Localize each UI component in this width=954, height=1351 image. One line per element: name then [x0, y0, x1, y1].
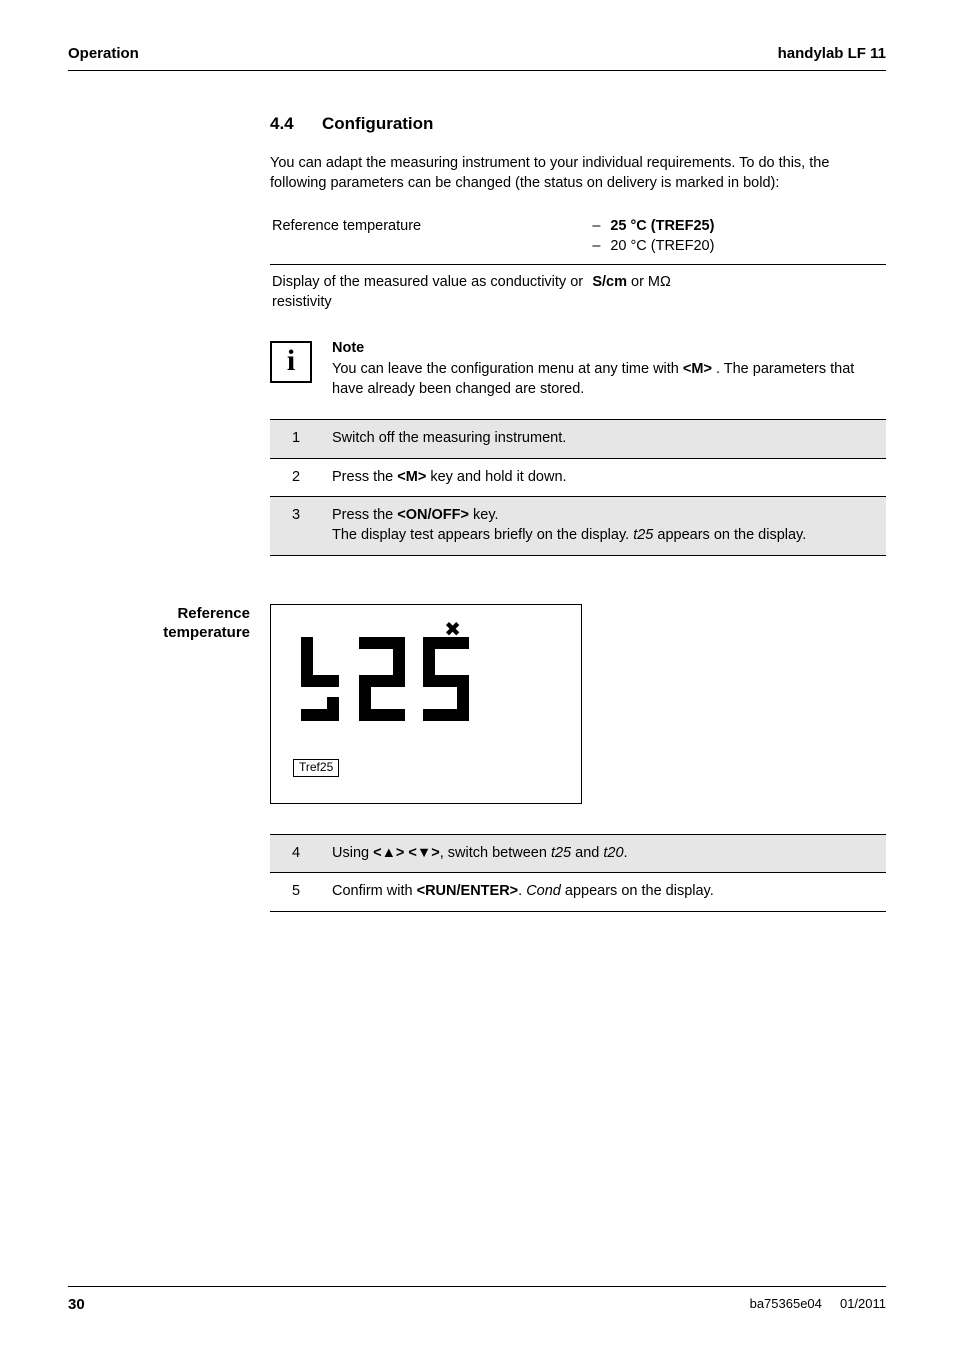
settings-icon: ✖ — [444, 617, 461, 644]
tref-badge: Tref25 — [293, 759, 339, 777]
note-heading: Note — [332, 339, 886, 359]
step-number: 5 — [270, 873, 322, 912]
table-row: Display of the measured value as conduct… — [270, 265, 886, 321]
table-row: 5 Confirm with <RUN/ENTER>. Cond appears… — [270, 873, 886, 912]
lcd-display: ✖ — [270, 604, 582, 804]
doc-id: ba75365e04 — [750, 1296, 822, 1311]
step-text: Switch off the measuring instrument. — [322, 420, 886, 459]
running-head-right: handylab LF 11 — [778, 44, 886, 64]
note-body: You can leave the configuration menu at … — [332, 360, 886, 399]
step-text: Press the <M> key and hold it down. — [322, 458, 886, 497]
param-options: –25 °C (TREF25) –20 °C (TREF20) — [590, 209, 886, 265]
note-block: i Note You can leave the configuration m… — [270, 339, 886, 400]
doc-date: 01/2011 — [840, 1296, 886, 1311]
param-option: 25 °C (TREF25) — [610, 217, 714, 237]
seven-segment-readout — [293, 627, 493, 727]
info-icon: i — [270, 341, 312, 383]
table-row: 1 Switch off the measuring instrument. — [270, 420, 886, 459]
intro-paragraph: You can adapt the measuring instrument t… — [270, 154, 886, 193]
step-number: 2 — [270, 458, 322, 497]
figure-side-label: Reference temperature — [68, 604, 270, 643]
section-title: Configuration — [322, 114, 433, 133]
step-text: Confirm with <RUN/ENTER>. Cond appears o… — [322, 873, 886, 912]
section-number: 4.4 — [270, 113, 322, 136]
param-option: 20 °C (TREF20) — [610, 237, 714, 257]
table-row: 2 Press the <M> key and hold it down. — [270, 458, 886, 497]
section-heading: 4.4Configuration — [270, 113, 886, 136]
step-number: 1 — [270, 420, 322, 459]
param-options: S/cm or MΩ — [590, 265, 886, 321]
step-text: Press the <ON/OFF> key.The display test … — [322, 497, 886, 555]
step-text: Using <▲> <▼>, switch between t25 and t2… — [322, 834, 886, 873]
step-number: 4 — [270, 834, 322, 873]
page-footer: 30 ba75365e04 01/2011 — [68, 1286, 886, 1315]
table-row: 3 Press the <ON/OFF> key.The display tes… — [270, 497, 886, 555]
param-name: Reference temperature — [270, 209, 590, 265]
running-head-left: Operation — [68, 44, 139, 64]
step-number: 3 — [270, 497, 322, 555]
table-row: 4 Using <▲> <▼>, switch between t25 and … — [270, 834, 886, 873]
header-rule — [68, 70, 886, 71]
parameter-table: Reference temperature –25 °C (TREF25) –2… — [270, 209, 886, 320]
steps-table-2: 4 Using <▲> <▼>, switch between t25 and … — [270, 834, 886, 912]
steps-table-1: 1 Switch off the measuring instrument. 2… — [270, 419, 886, 555]
page-number: 30 — [68, 1295, 85, 1315]
param-name: Display of the measured value as conduct… — [270, 265, 590, 321]
table-row: Reference temperature –25 °C (TREF25) –2… — [270, 209, 886, 265]
